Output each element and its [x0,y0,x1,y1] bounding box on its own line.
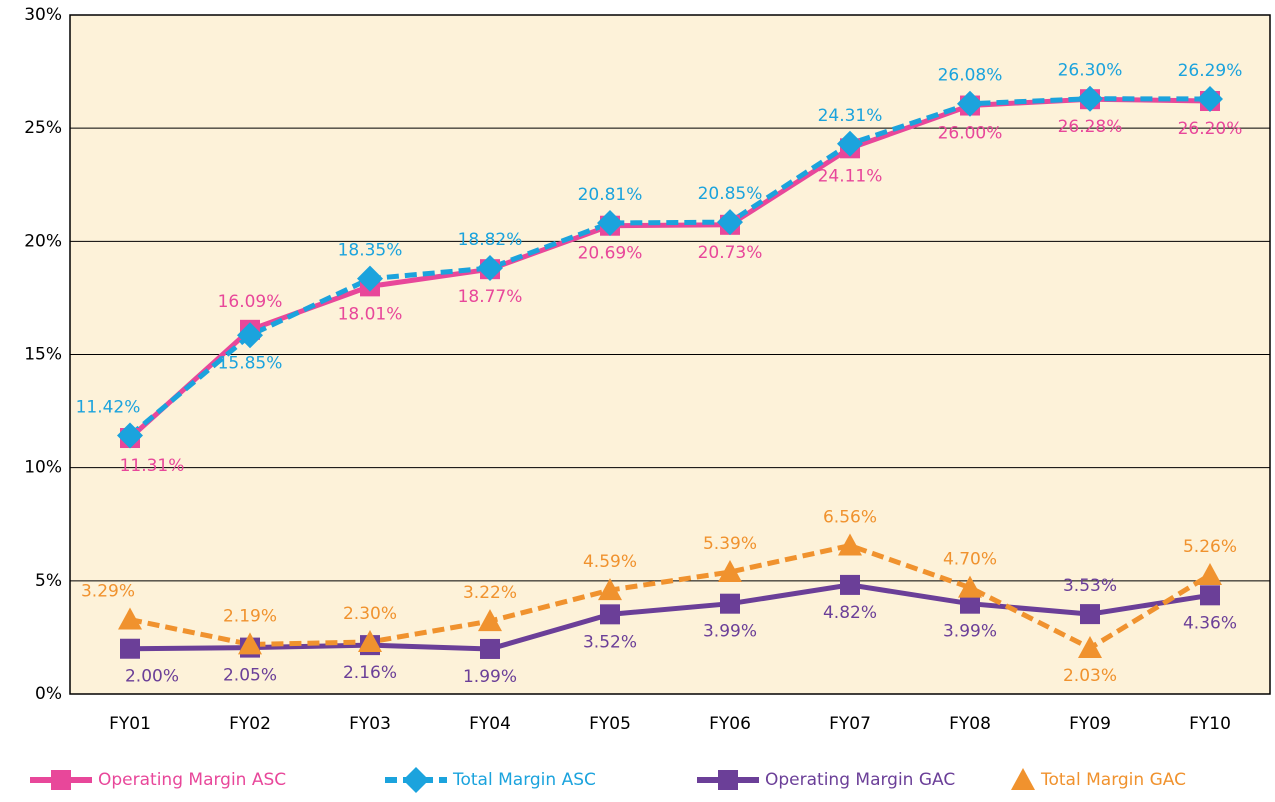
marker [600,604,620,625]
series-line [128,96,1211,438]
data-label: 4.36% [1183,613,1237,633]
data-label: 18.82% [458,230,523,250]
legend-label: Total Margin GAC [1040,770,1186,790]
marker [1197,85,1223,112]
marker [1080,604,1100,625]
data-label: 26.29% [1178,61,1243,81]
x-tick-label: FY01 [109,714,151,734]
y-tick-label: 15% [24,345,62,365]
data-label: 16.09% [218,292,283,312]
marker [717,209,743,236]
x-tick-label: FY10 [1189,714,1231,734]
data-label: 20.73% [698,243,763,263]
marker [837,130,863,157]
data-label: 24.11% [818,166,883,186]
y-tick-label: 5% [35,571,62,591]
x-tick-label: FY09 [1069,714,1111,734]
marker [478,609,502,632]
marker [840,574,860,595]
data-label: 2.00% [125,667,179,687]
data-label: 3.99% [943,622,997,642]
data-label: 11.31% [120,456,185,476]
y-tick-label: 0% [35,684,62,704]
data-label: 26.30% [1058,61,1123,81]
marker [238,632,262,655]
data-label: 11.42% [76,398,141,418]
data-label: 20.85% [698,184,763,204]
x-tick-label: FY05 [589,714,631,734]
marker [598,578,622,601]
data-label: 3.29% [81,582,135,602]
x-tick-label: FY02 [229,714,271,734]
marker [1198,562,1222,585]
data-label: 5.26% [1183,537,1237,557]
data-label: 4.70% [943,550,997,570]
data-label: 18.77% [458,287,523,307]
data-label: 26.20% [1178,119,1243,139]
marker [1078,636,1102,659]
legend-marker [718,770,738,790]
data-label: 2.03% [1063,666,1117,686]
data-label: 24.31% [818,106,883,126]
marker [720,593,740,614]
y-tick-label: 30% [24,5,62,25]
x-tick-label: FY07 [829,714,871,734]
legend-marker [403,767,429,793]
legend-label: Operating Margin ASC [98,770,286,790]
marker [120,638,140,659]
marker [117,422,143,449]
data-label: 2.05% [223,666,277,686]
legend-label: Operating Margin GAC [765,770,955,790]
data-label: 18.35% [338,241,403,261]
data-label: 20.69% [578,244,643,264]
data-label: 15.85% [218,353,283,373]
marker [960,593,980,614]
x-tick-label: FY03 [349,714,391,734]
marker [1200,585,1220,606]
data-label: 3.52% [583,632,637,652]
y-tick-label: 20% [24,231,62,251]
data-label: 26.28% [1058,117,1123,137]
marker [597,210,623,237]
data-label: 3.53% [1063,576,1117,596]
data-label: 2.30% [343,604,397,624]
data-label: 26.00% [938,124,1003,144]
data-label: 1.99% [463,667,517,687]
marker [357,265,383,292]
data-label: 5.39% [703,534,757,554]
y-tick-label: 25% [24,118,62,138]
data-label: 6.56% [823,508,877,528]
series-line [129,582,1211,652]
x-tick-label: FY06 [709,714,751,734]
marker [1077,85,1103,112]
data-label: 4.59% [583,552,637,572]
data-label: 4.82% [823,603,877,623]
data-label: 2.19% [223,606,277,626]
y-tick-label: 10% [24,458,62,478]
marker [958,575,982,598]
marker [358,629,382,652]
marker [118,607,142,630]
marker [838,533,862,556]
data-label: 18.01% [338,304,403,324]
data-label: 26.08% [938,66,1003,86]
series-line [129,542,1212,651]
legend-label: Total Margin ASC [452,770,596,790]
data-label: 20.81% [578,185,643,205]
marker [957,90,983,117]
x-tick-label: FY08 [949,714,991,734]
data-label: 3.22% [463,583,517,603]
data-label: 2.16% [343,663,397,683]
x-tick-label: FY04 [469,714,511,734]
marker [237,322,263,349]
legend-marker [1011,768,1035,790]
marker [480,638,500,659]
marker [477,255,503,282]
data-label: 3.99% [703,622,757,642]
marker [718,560,742,583]
legend-marker [51,770,71,790]
